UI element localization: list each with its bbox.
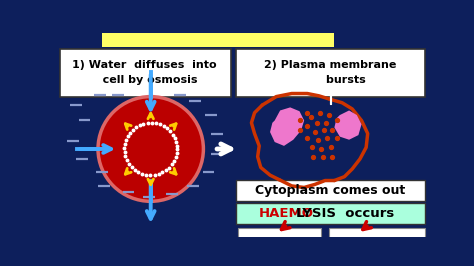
FancyBboxPatch shape	[236, 49, 425, 97]
FancyBboxPatch shape	[237, 227, 321, 238]
FancyBboxPatch shape	[236, 203, 425, 225]
FancyBboxPatch shape	[60, 49, 230, 97]
Ellipse shape	[98, 97, 203, 201]
Polygon shape	[334, 110, 362, 140]
FancyBboxPatch shape	[102, 33, 334, 47]
Text: HAEMO: HAEMO	[259, 207, 314, 220]
Text: LYSIS  occurs: LYSIS occurs	[296, 207, 395, 220]
FancyBboxPatch shape	[329, 227, 425, 238]
Text: 1) Water  diffuses  into
   cell by osmosis: 1) Water diffuses into cell by osmosis	[72, 60, 217, 85]
Text: Cytoplasm comes out: Cytoplasm comes out	[255, 184, 406, 197]
Polygon shape	[270, 107, 304, 146]
FancyBboxPatch shape	[236, 180, 425, 201]
Text: 2) Plasma membrane
        bursts: 2) Plasma membrane bursts	[264, 60, 397, 85]
